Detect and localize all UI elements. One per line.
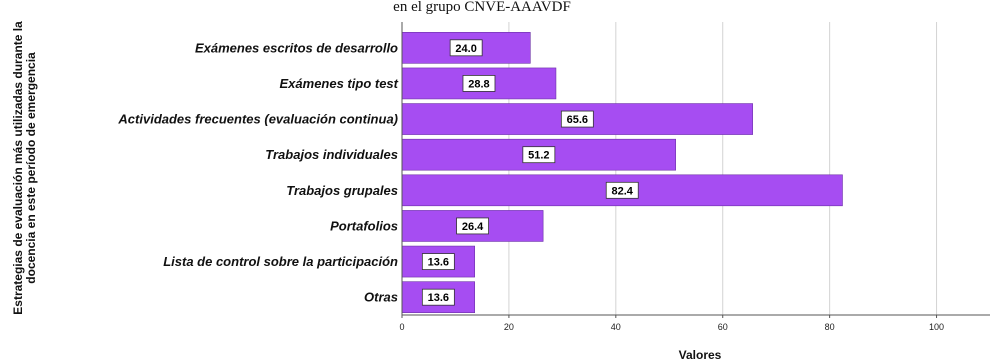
data-label: 51.2	[522, 146, 556, 164]
data-label-text: 13.6	[428, 292, 449, 304]
x-tick-label: 0	[399, 322, 404, 332]
x-axis-title: Valores	[679, 348, 722, 362]
category-label: Trabajos individuales	[265, 147, 398, 162]
category-label: Trabajos grupales	[286, 183, 398, 198]
data-label-box	[605, 181, 639, 199]
category-label: Exámenes escritos de desarrollo	[195, 40, 398, 55]
x-tick-label: 100	[929, 322, 944, 332]
bars	[401, 32, 843, 313]
category-label: Exámenes tipo test	[280, 76, 399, 91]
data-label: 26.4	[456, 217, 489, 235]
x-tick-label: 60	[718, 322, 728, 332]
y-axis-title-line-2: docencia en este período de emergencia	[24, 52, 38, 284]
data-label: 13.6	[421, 288, 455, 306]
category-label: Otras	[364, 290, 398, 305]
category-label: Portafolios	[330, 218, 398, 233]
data-label-text: 82.4	[612, 185, 634, 197]
data-label-box	[449, 39, 483, 57]
data-label-box	[462, 75, 496, 92]
x-tick-label: 40	[611, 322, 621, 332]
data-label-box	[456, 217, 489, 235]
data-label: 28.8	[462, 75, 496, 92]
data-label: 82.4	[605, 181, 639, 199]
data-label-text: 24.0	[455, 43, 476, 55]
data-label-text: 28.8	[468, 78, 489, 90]
data-label: 65.6	[560, 110, 594, 128]
category-labels: Exámenes escritos de desarrollo Exámenes …	[117, 40, 398, 304]
data-label-text: 65.6	[567, 114, 588, 126]
x-tick-label: 20	[504, 322, 514, 332]
data-label-box	[522, 146, 556, 164]
data-label: 24.0	[449, 39, 483, 57]
data-label-text: 13.6	[428, 257, 449, 269]
chart-title: en el grupo CNVE-AAAVDF	[393, 0, 571, 15]
data-labels: 24.0 28.8 65.6 51.2 82.4 26.4 13.6 13.6	[421, 39, 639, 306]
x-axis-ticks: 0 20 40 60 80 100	[399, 315, 944, 332]
data-label-text: 26.4	[462, 221, 484, 233]
y-axis-title-line-1: Estrategias de evaluación más utilizadas…	[11, 21, 25, 315]
category-label: Actividades frecuentes (evaluación conti…	[117, 112, 398, 127]
data-label-box	[421, 253, 455, 270]
data-label-box	[560, 110, 594, 128]
gridlines	[508, 22, 938, 315]
data-label-box	[421, 288, 455, 306]
y-axis-title: Estrategias de evaluación más utilizadas…	[11, 21, 38, 315]
data-label-text: 51.2	[528, 150, 549, 162]
category-label: Lista de control sobre la participación	[163, 254, 398, 269]
x-tick-label: 80	[825, 322, 835, 332]
data-label: 13.6	[421, 253, 455, 270]
